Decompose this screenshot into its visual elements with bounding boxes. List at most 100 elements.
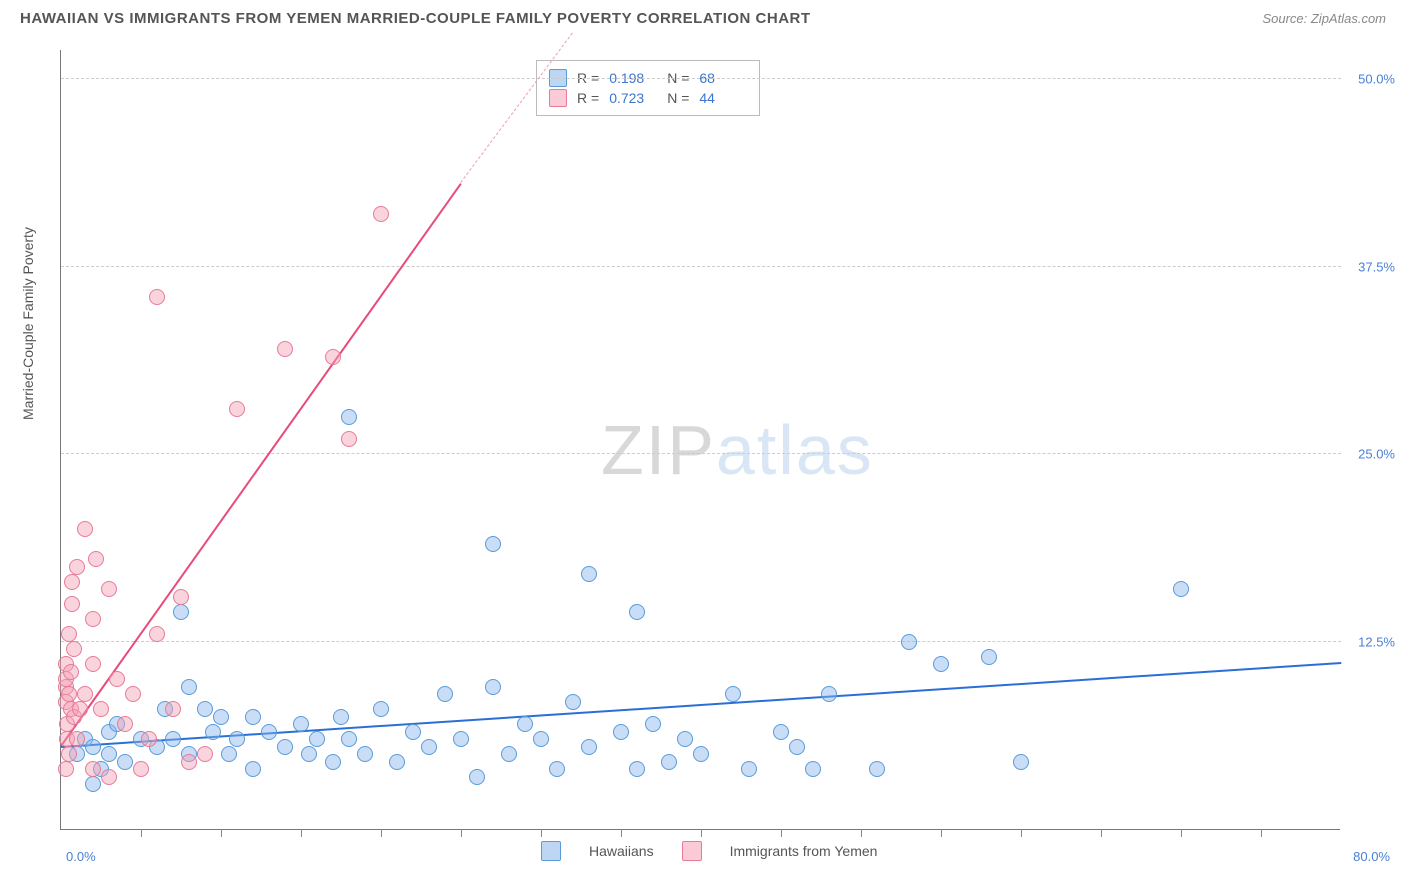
data-point (981, 649, 997, 665)
data-point (821, 686, 837, 702)
data-point (85, 739, 101, 755)
data-point (613, 724, 629, 740)
data-point (64, 574, 80, 590)
data-point (805, 761, 821, 777)
data-point (1013, 754, 1029, 770)
data-point (173, 589, 189, 605)
data-point (309, 731, 325, 747)
data-point (533, 731, 549, 747)
source-attribution: Source: ZipAtlas.com (1262, 11, 1386, 26)
legend-label-s1: Hawaiians (589, 843, 654, 859)
data-point (205, 724, 221, 740)
data-point (581, 566, 597, 582)
trend-line (61, 662, 1341, 748)
gridline (61, 453, 1341, 454)
data-point (261, 724, 277, 740)
data-point (741, 761, 757, 777)
data-point (61, 626, 77, 642)
y-tick-label: 25.0% (1358, 447, 1395, 462)
data-point (869, 761, 885, 777)
x-axis-max-label: 80.0% (1353, 849, 1390, 864)
data-point (61, 686, 77, 702)
data-point (517, 716, 533, 732)
data-point (197, 746, 213, 762)
legend-swatch-hawaiians-icon (541, 841, 561, 861)
data-point (88, 551, 104, 567)
data-point (61, 746, 77, 762)
data-point (245, 709, 261, 725)
x-tick (1181, 829, 1182, 837)
x-tick (541, 829, 542, 837)
data-point (629, 761, 645, 777)
data-point (109, 671, 125, 687)
x-tick (701, 829, 702, 837)
data-point (901, 634, 917, 650)
data-point (325, 754, 341, 770)
x-tick (861, 829, 862, 837)
data-point (485, 679, 501, 695)
data-point (501, 746, 517, 762)
data-point (213, 709, 229, 725)
y-tick-label: 12.5% (1358, 634, 1395, 649)
data-point (133, 761, 149, 777)
r-value-s2: 0.723 (609, 90, 657, 106)
data-point (405, 724, 421, 740)
data-point (341, 431, 357, 447)
data-point (277, 341, 293, 357)
x-tick (1101, 829, 1102, 837)
x-tick (141, 829, 142, 837)
data-point (77, 521, 93, 537)
data-point (725, 686, 741, 702)
chart-title: HAWAIIAN VS IMMIGRANTS FROM YEMEN MARRIE… (20, 10, 811, 27)
data-point (373, 206, 389, 222)
correlation-stats-box: R = 0.198 N = 68 R = 0.723 N = 44 (536, 60, 760, 116)
x-tick (301, 829, 302, 837)
gridline (61, 266, 1341, 267)
data-point (181, 754, 197, 770)
data-point (469, 769, 485, 785)
data-point (277, 739, 293, 755)
data-point (1173, 581, 1189, 597)
data-point (341, 409, 357, 425)
data-point (773, 724, 789, 740)
data-point (485, 536, 501, 552)
legend-label-s2: Immigrants from Yemen (730, 843, 878, 859)
data-point (933, 656, 949, 672)
data-point (389, 754, 405, 770)
watermark-part1: ZIP (601, 411, 716, 489)
data-point (301, 746, 317, 762)
watermark: ZIPatlas (601, 410, 874, 490)
x-tick (1021, 829, 1022, 837)
x-tick (381, 829, 382, 837)
gridline (61, 641, 1341, 642)
x-axis-min-label: 0.0% (66, 849, 96, 864)
data-point (64, 596, 80, 612)
data-point (149, 626, 165, 642)
trend-line (60, 182, 462, 746)
data-point (69, 559, 85, 575)
data-point (85, 776, 101, 792)
x-tick (461, 829, 462, 837)
y-tick-label: 50.0% (1358, 72, 1395, 87)
x-tick (1261, 829, 1262, 837)
data-point (453, 731, 469, 747)
data-point (101, 581, 117, 597)
data-point (221, 746, 237, 762)
data-point (661, 754, 677, 770)
data-point (93, 701, 109, 717)
data-point (549, 761, 565, 777)
data-point (72, 701, 88, 717)
chart-area: ZIPatlas R = 0.198 N = 68 R = 0.723 N = … (50, 50, 1386, 830)
data-point (645, 716, 661, 732)
x-tick (941, 829, 942, 837)
data-point (581, 739, 597, 755)
data-point (58, 761, 74, 777)
x-tick (221, 829, 222, 837)
data-point (77, 686, 93, 702)
data-point (69, 731, 85, 747)
x-tick (621, 829, 622, 837)
data-point (357, 746, 373, 762)
data-point (66, 641, 82, 657)
data-point (149, 289, 165, 305)
stats-row-s2: R = 0.723 N = 44 (549, 89, 747, 107)
